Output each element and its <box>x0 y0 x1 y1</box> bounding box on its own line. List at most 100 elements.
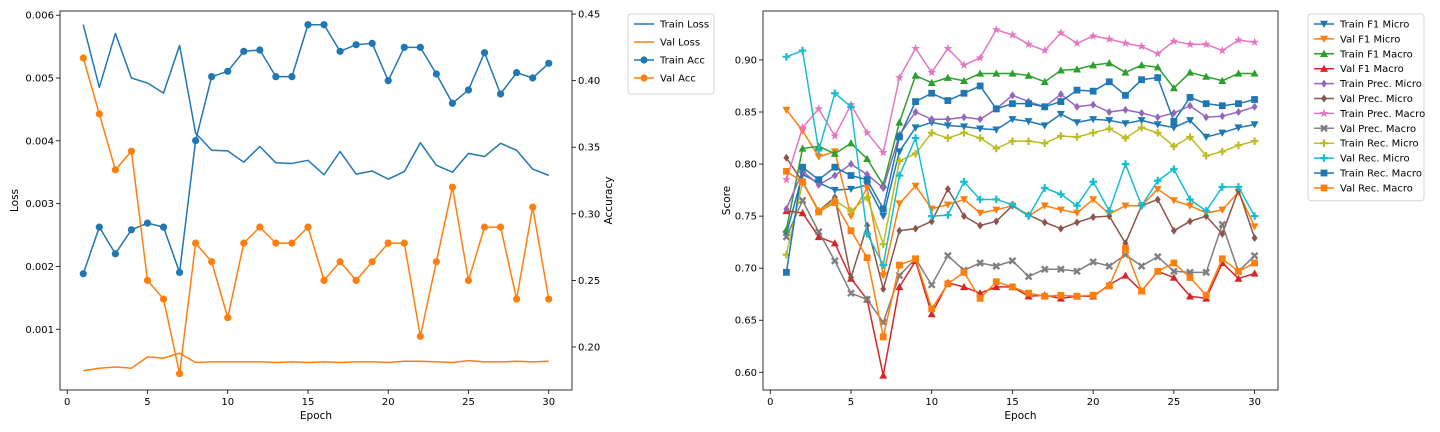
data-point <box>863 176 871 184</box>
data-point <box>814 227 823 236</box>
data-point <box>529 74 537 82</box>
data-point <box>1089 116 1098 124</box>
legend-marker <box>1320 184 1328 192</box>
data-point <box>480 49 489 57</box>
data-point <box>911 134 920 142</box>
data-point <box>1137 41 1146 51</box>
data-point <box>1186 133 1194 141</box>
data-point <box>1073 65 1082 73</box>
data-point <box>1090 100 1097 109</box>
data-point <box>1040 184 1049 192</box>
data-point <box>976 82 984 90</box>
data-point <box>1105 207 1114 215</box>
series-line-val-f1-micro <box>785 109 1256 277</box>
data-point <box>1170 109 1177 118</box>
data-point <box>1234 35 1243 44</box>
data-point <box>880 285 887 294</box>
data-point <box>1186 94 1194 101</box>
y2-tick-label: 0.25 <box>578 276 600 287</box>
data-point <box>1251 102 1258 111</box>
y2-axis-label: Accuracy <box>603 177 615 225</box>
data-point <box>1009 100 1016 108</box>
data-point <box>830 186 839 195</box>
data-point <box>814 153 823 161</box>
data-point <box>992 282 1001 291</box>
series-val-rec-macro <box>783 167 1258 341</box>
data-point <box>1154 195 1161 204</box>
data-point <box>1186 195 1194 204</box>
y-tick-label: 0.005 <box>25 74 54 85</box>
series-line-val-acc <box>82 57 550 375</box>
data-point <box>927 67 937 77</box>
data-point <box>1234 274 1243 282</box>
data-point <box>1024 71 1033 79</box>
x-tick-label: 30 <box>542 397 555 408</box>
data-point <box>1250 251 1259 260</box>
data-point <box>895 148 904 156</box>
data-point <box>208 73 216 81</box>
data-point <box>1056 66 1065 74</box>
data-point <box>1040 139 1049 148</box>
legend-marker <box>1321 79 1327 88</box>
data-point <box>943 122 952 130</box>
data-point <box>192 136 200 145</box>
legend-entry-train-prec-micro: Train Prec. Micro <box>1314 79 1422 90</box>
data-point <box>320 276 328 285</box>
data-point <box>143 219 152 227</box>
data-point <box>1217 45 1227 55</box>
data-point <box>111 250 119 258</box>
x-tick-label: 15 <box>1006 397 1019 408</box>
data-point <box>846 139 855 147</box>
data-point <box>1153 129 1162 137</box>
data-point <box>288 73 296 81</box>
data-point <box>304 223 312 231</box>
data-point <box>895 73 904 82</box>
data-point <box>1250 212 1259 220</box>
data-point <box>1169 124 1178 132</box>
data-point <box>927 309 936 318</box>
legend-entry-train-rec-macro: Train Rec. Macro <box>1314 169 1422 180</box>
data-point <box>959 60 969 69</box>
data-point <box>1235 267 1242 275</box>
data-point <box>1121 120 1130 128</box>
data-point <box>815 176 823 184</box>
legend-marker <box>640 74 648 82</box>
data-point <box>1251 259 1258 267</box>
data-point <box>1218 183 1227 191</box>
data-point <box>1106 107 1113 116</box>
data-point <box>814 104 824 113</box>
data-point <box>1008 116 1017 124</box>
data-point <box>384 239 392 247</box>
data-point <box>1105 124 1114 133</box>
legend-label: Val Rec. Micro <box>1340 154 1410 165</box>
legend-label: Val F1 Micro <box>1340 34 1400 45</box>
data-point <box>416 43 424 51</box>
data-point <box>879 333 887 341</box>
data-point <box>1122 244 1129 252</box>
legend-entry-val-rec-macro: Val Rec. Macro <box>1314 183 1413 194</box>
y-tick-label: 0.85 <box>735 107 757 118</box>
data-point <box>1250 121 1259 129</box>
data-point <box>400 43 408 51</box>
data-point <box>1219 229 1226 238</box>
data-point <box>79 54 87 62</box>
data-point <box>944 115 951 124</box>
data-point <box>1121 160 1130 168</box>
data-point <box>1089 177 1097 186</box>
series-train-rec-macro <box>783 74 1258 276</box>
data-point <box>256 46 264 54</box>
data-point <box>464 276 473 285</box>
legend-entry-train-rec-micro: Train Rec. Micro <box>1314 139 1419 150</box>
data-point <box>1137 201 1146 210</box>
data-point <box>798 144 807 152</box>
data-point <box>1169 197 1178 205</box>
x-axis-label: Epoch <box>300 410 332 422</box>
x-tick-label: 10 <box>925 397 938 408</box>
loss-accuracy-legend: Train Loss Val Loss Train Acc Val Acc <box>627 13 715 95</box>
data-point <box>896 226 903 235</box>
data-point <box>368 258 376 266</box>
data-point <box>959 282 968 291</box>
legend-label: Val Rec. Macro <box>1340 183 1413 194</box>
data-point <box>798 46 807 55</box>
data-point <box>1154 267 1162 275</box>
